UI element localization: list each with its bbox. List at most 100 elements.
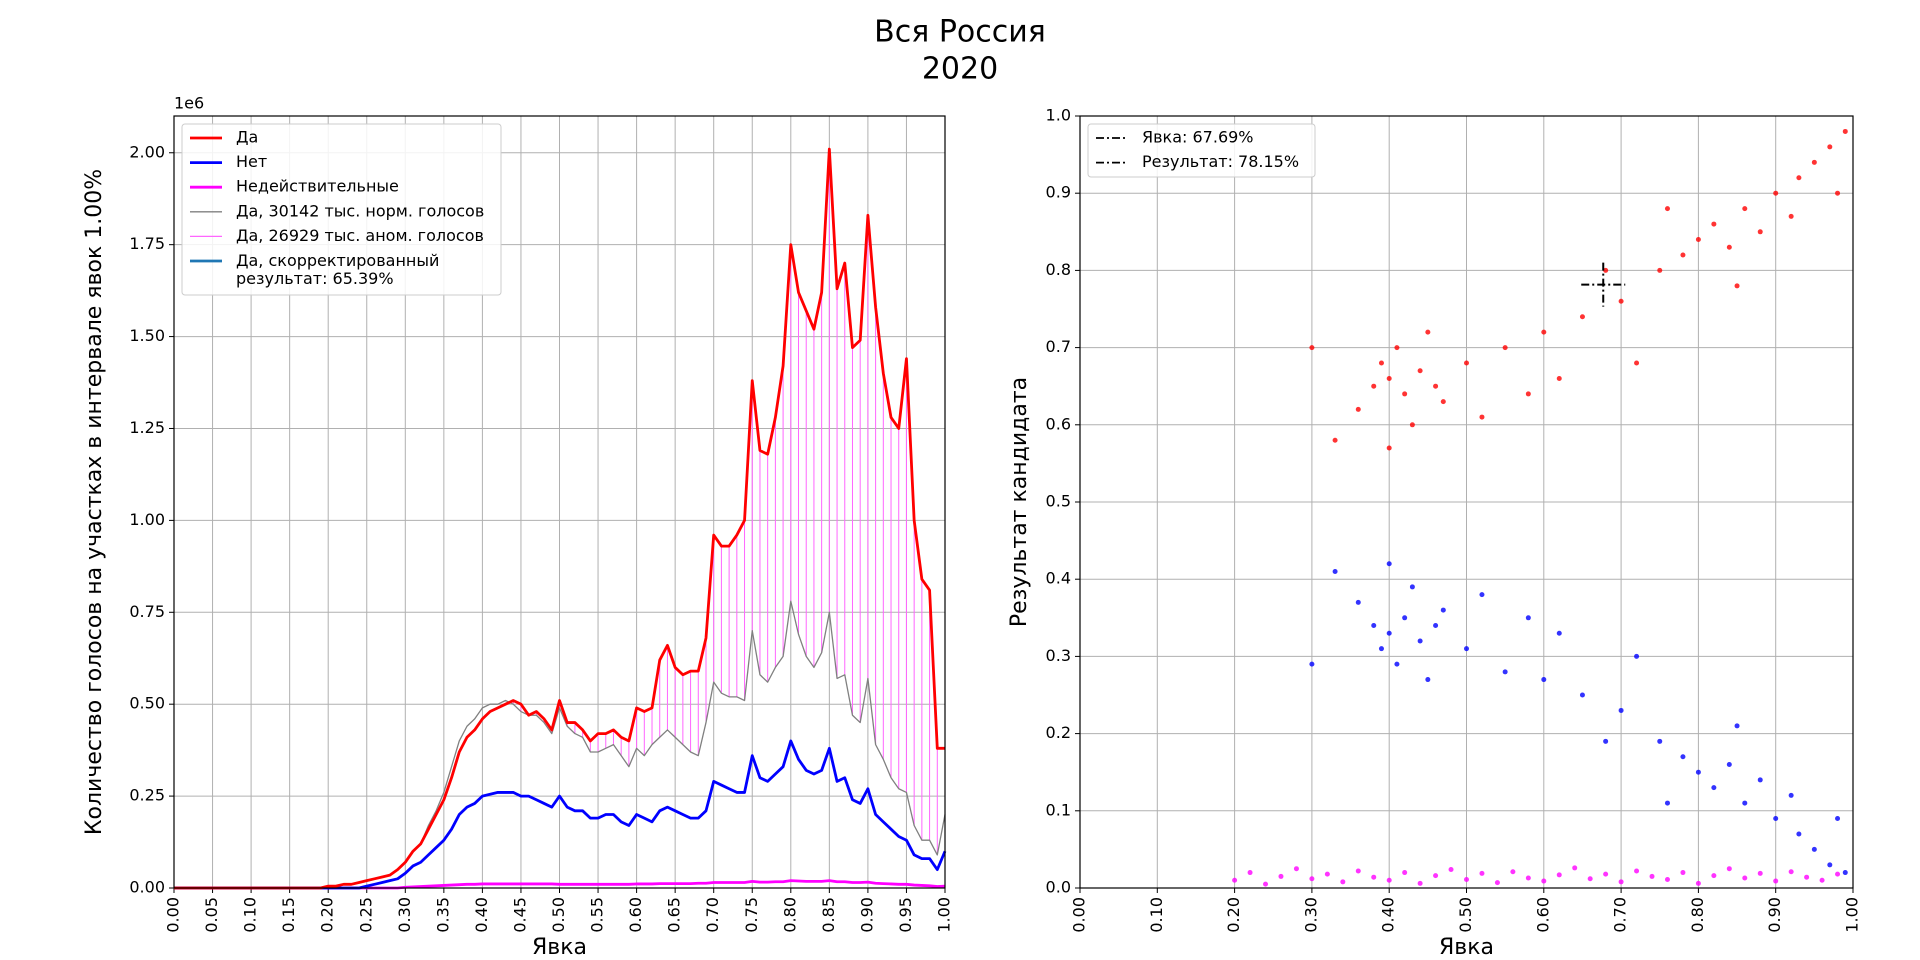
scatter-point [1479, 414, 1485, 420]
scatter-point [1371, 874, 1377, 880]
x-tick-label: 0.45 [510, 897, 529, 933]
scatter-point [1757, 870, 1763, 876]
scatter-point [1811, 846, 1817, 852]
scatter-point [1371, 623, 1377, 629]
x-tick-label: 0.50 [549, 897, 568, 933]
x-tick-label: 0.35 [433, 897, 452, 933]
x-tick-label: 0.20 [1224, 897, 1243, 933]
y-tick-label: 0.25 [129, 786, 165, 805]
scatter-point [1541, 329, 1547, 335]
y-tick-label: 1.75 [129, 234, 165, 253]
scatter-point [1742, 875, 1748, 881]
scatter-point [1378, 360, 1384, 366]
x-tick-label: 0.20 [318, 897, 337, 933]
x-tick-label: 0.80 [780, 897, 799, 933]
scatter-point [1757, 777, 1763, 783]
scatter-point [1695, 237, 1701, 243]
scatter-point [1711, 221, 1717, 227]
scatter-point [1502, 669, 1508, 675]
scatter-point [1417, 368, 1423, 374]
y-offset-label: 1e6 [174, 94, 204, 113]
x-tick-label: 0.25 [356, 897, 375, 933]
scatter-point [1464, 646, 1469, 652]
scatter-point [1657, 738, 1663, 744]
scatter-point [1664, 206, 1670, 212]
scatter-point [1664, 877, 1670, 883]
y-tick-label: 0.75 [129, 602, 165, 621]
scatter-point [1340, 879, 1346, 885]
x-tick-label: 0.60 [1533, 897, 1552, 933]
scatter-point [1425, 329, 1431, 335]
scatter-point [1711, 873, 1717, 879]
scatter-point [1734, 283, 1740, 289]
scatter-point [1796, 831, 1802, 837]
y-axis-label: Результат кандидата [1007, 377, 1032, 627]
scatter-point [1711, 785, 1717, 791]
scatter-point [1355, 599, 1361, 605]
x-tick-label: 0.40 [472, 897, 491, 933]
scatter-point [1788, 792, 1794, 798]
x-tick-label: 0.90 [857, 897, 876, 933]
scatter-point [1409, 584, 1415, 590]
scatter-point [1425, 677, 1431, 683]
y-axis-label: Количество голосов на участках в интерва… [82, 169, 107, 835]
y-tick-label: 0.00 [129, 878, 165, 897]
scatter-point [1386, 375, 1392, 381]
scatter-point [1541, 878, 1547, 884]
y-tick-label: 0.5 [1046, 492, 1071, 511]
scatter-point [1433, 383, 1439, 389]
scatter-point [1734, 723, 1740, 729]
scatter-point [1726, 244, 1732, 250]
scatter-point [1649, 873, 1655, 879]
scatter-point [1695, 769, 1701, 775]
scatter-point [1386, 630, 1392, 636]
scatter-point [1842, 870, 1848, 876]
scatter-point [1842, 128, 1848, 134]
x-tick-label: 0.30 [395, 897, 414, 933]
scatter-point [1796, 175, 1802, 181]
x-tick-label: 0.70 [703, 897, 722, 933]
scatter-point [1510, 869, 1516, 875]
scatter-point [1603, 871, 1609, 877]
y-tick-label: 0.4 [1046, 569, 1071, 588]
scatter-point [1278, 873, 1284, 879]
scatter-point [1464, 360, 1469, 366]
scatter-point [1394, 661, 1400, 667]
scatter-point [1440, 399, 1446, 405]
scatter-point [1386, 877, 1392, 883]
legend-box [1087, 123, 1316, 178]
scatter-point [1757, 229, 1763, 235]
legend-label: Да [236, 128, 258, 147]
scatter-point [1788, 869, 1794, 875]
x-tick-label: 0.15 [279, 897, 298, 933]
scatter-point [1556, 630, 1562, 636]
x-tick-label: 0.75 [742, 897, 761, 933]
scatter-point [1603, 738, 1609, 744]
scatter-point [1618, 707, 1624, 713]
legend-label: Явка: 67.69% [1142, 128, 1254, 147]
legend-label: Нет [236, 152, 267, 171]
scatter-point [1247, 870, 1253, 876]
scatter-point [1332, 568, 1338, 574]
scatter-point [1417, 880, 1423, 886]
scatter-point [1309, 876, 1315, 882]
x-tick-label: 0.70 [1611, 897, 1630, 933]
scatter-point [1572, 865, 1578, 871]
scatter-point [1394, 345, 1400, 351]
scatter-point [1232, 877, 1238, 883]
scatter-point [1742, 206, 1748, 212]
scatter-point [1494, 880, 1500, 886]
y-tick-label: 0.9 [1046, 183, 1071, 202]
scatter-point [1433, 623, 1439, 629]
scatter-point [1309, 661, 1315, 667]
scatter-point [1680, 252, 1686, 258]
scatter-point [1448, 866, 1454, 872]
legend-label: Недействительные [236, 177, 399, 196]
scatter-point [1579, 692, 1585, 698]
scatter-point [1502, 345, 1508, 351]
y-tick-label: 1.50 [129, 326, 165, 345]
scatter-point [1773, 878, 1779, 884]
scatter-point [1726, 866, 1732, 872]
x-tick-label: 0.65 [665, 897, 684, 933]
